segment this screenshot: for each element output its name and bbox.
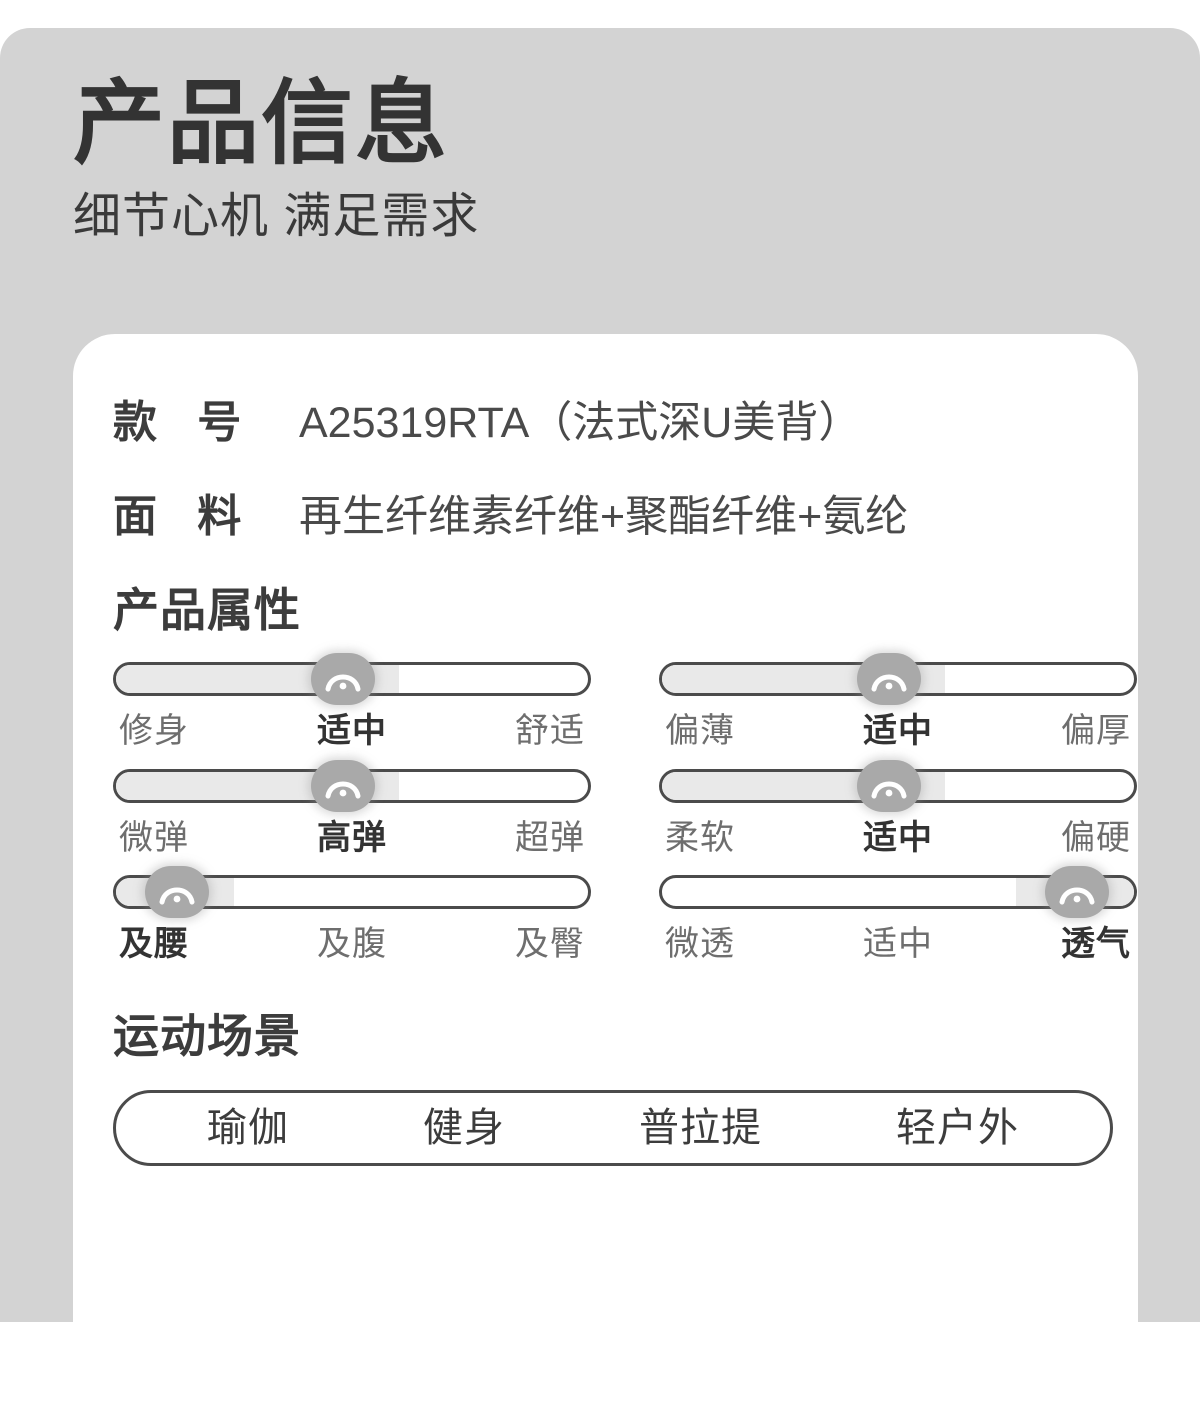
attribute-item-length: 及腰 及腹 及臀 <box>113 866 591 966</box>
spec-label-style-number: 款 号 <box>113 398 256 447</box>
section-title-scenes: 运动场景 <box>113 1009 301 1062</box>
slider-thumb-elasticity[interactable] <box>310 759 375 812</box>
attribute-label-fit-1[interactable]: 适中 <box>317 712 387 750</box>
attribute-label-thickness-1[interactable]: 适中 <box>863 712 933 750</box>
scene-item-0[interactable]: 瑜伽 <box>207 1105 289 1150</box>
attribute-item-elasticity: 微弹 高弹 超弹 <box>113 759 591 860</box>
attribute-label-breathability-0[interactable]: 微透 <box>665 925 735 963</box>
slider-thickness[interactable] <box>659 653 1137 705</box>
attribute-label-length-0[interactable]: 及腰 <box>119 925 189 963</box>
attribute-label-fit-2[interactable]: 舒适 <box>515 712 585 750</box>
attribute-item-fit: 修身 适中 舒适 <box>113 653 591 753</box>
attribute-label-length-1[interactable]: 及腹 <box>317 925 387 963</box>
attribute-label-elasticity-1[interactable]: 高弹 <box>317 818 387 857</box>
slider-thumb-softness[interactable] <box>856 759 921 812</box>
attribute-labels-length: 及腰 及腹 及臀 <box>113 923 591 966</box>
attribute-labels-thickness: 偏薄 适中 偏厚 <box>659 710 1137 753</box>
slider-breathability[interactable] <box>659 866 1137 918</box>
section-title-attributes: 产品属性 <box>113 584 301 636</box>
slider-thumb-thickness[interactable] <box>856 653 921 705</box>
gauge-arch-icon <box>869 772 909 800</box>
slider-softness[interactable] <box>659 759 1137 812</box>
attribute-labels-breathability: 微透 适中 透气 <box>659 923 1137 966</box>
slider-elasticity[interactable] <box>113 759 591 812</box>
scene-item-3[interactable]: 轻户外 <box>896 1105 1019 1150</box>
attribute-label-softness-0[interactable]: 柔软 <box>665 818 735 857</box>
attribute-label-elasticity-0[interactable]: 微弹 <box>119 818 189 857</box>
scene-item-1[interactable]: 健身 <box>423 1105 505 1150</box>
slider-thumb-length[interactable] <box>145 866 210 918</box>
gauge-arch-icon <box>869 665 909 693</box>
gauge-arch-icon <box>157 878 197 906</box>
attribute-label-breathability-2[interactable]: 透气 <box>1061 925 1131 963</box>
spec-value-fabric: 再生纤维素纤维+聚酯纤维+氨纶 <box>299 493 909 541</box>
slider-thumb-breathability[interactable] <box>1045 866 1110 918</box>
attribute-label-thickness-2[interactable]: 偏厚 <box>1061 712 1131 750</box>
attribute-label-length-2[interactable]: 及臀 <box>515 925 585 963</box>
slider-fit[interactable] <box>113 653 591 705</box>
spec-label-fabric: 面 料 <box>113 492 256 541</box>
page-title: 产品信息 <box>73 73 450 175</box>
attribute-item-thickness: 偏薄 适中 偏厚 <box>659 653 1137 753</box>
spec-row-style-number: 款 号 A25319RTA（法式深U美背） <box>113 386 1098 450</box>
gauge-arch-icon <box>323 772 363 800</box>
page-header: 产品信息 细节心机 满足需求 <box>73 73 973 246</box>
scene-item-2[interactable]: 普拉提 <box>639 1105 762 1150</box>
attribute-labels-softness: 柔软 适中 偏硬 <box>659 817 1137 860</box>
attribute-labels-fit: 修身 适中 舒适 <box>113 710 591 753</box>
spec-row-fabric: 面 料 再生纤维素纤维+聚酯纤维+氨纶 <box>113 480 1098 544</box>
attribute-label-elasticity-2[interactable]: 超弹 <box>515 818 585 857</box>
slider-length[interactable] <box>113 866 591 918</box>
slider-thumb-fit[interactable] <box>310 653 375 705</box>
attribute-grid: 修身 适中 舒适 偏薄 适中 偏厚 微弹 高弹 超弹 柔软 适中 偏硬 及腰 及腹 及臀 微透 适中 透气 <box>113 653 1137 966</box>
attribute-labels-elasticity: 微弹 高弹 超弹 <box>113 817 591 860</box>
attribute-label-softness-1[interactable]: 适中 <box>863 818 933 857</box>
attribute-item-softness: 柔软 适中 偏硬 <box>659 759 1137 860</box>
attribute-label-breathability-1[interactable]: 适中 <box>863 925 933 963</box>
attribute-label-thickness-0[interactable]: 偏薄 <box>665 712 735 750</box>
scene-pill: 瑜伽 健身 普拉提 轻户外 <box>113 1089 1113 1166</box>
page-subtitle: 细节心机 满足需求 <box>73 190 480 244</box>
attribute-label-softness-2[interactable]: 偏硬 <box>1061 818 1131 857</box>
product-info-card: 款 号 A25319RTA（法式深U美背） 面 料 再生纤维素纤维+聚酯纤维+氨… <box>73 334 1138 1426</box>
attribute-label-fit-0[interactable]: 修身 <box>119 712 189 750</box>
spec-value-style-number: A25319RTA（法式深U美背） <box>299 399 862 447</box>
attribute-item-breathability: 微透 适中 透气 <box>659 866 1137 966</box>
gauge-arch-icon <box>1057 878 1097 906</box>
gauge-arch-icon <box>323 665 363 693</box>
